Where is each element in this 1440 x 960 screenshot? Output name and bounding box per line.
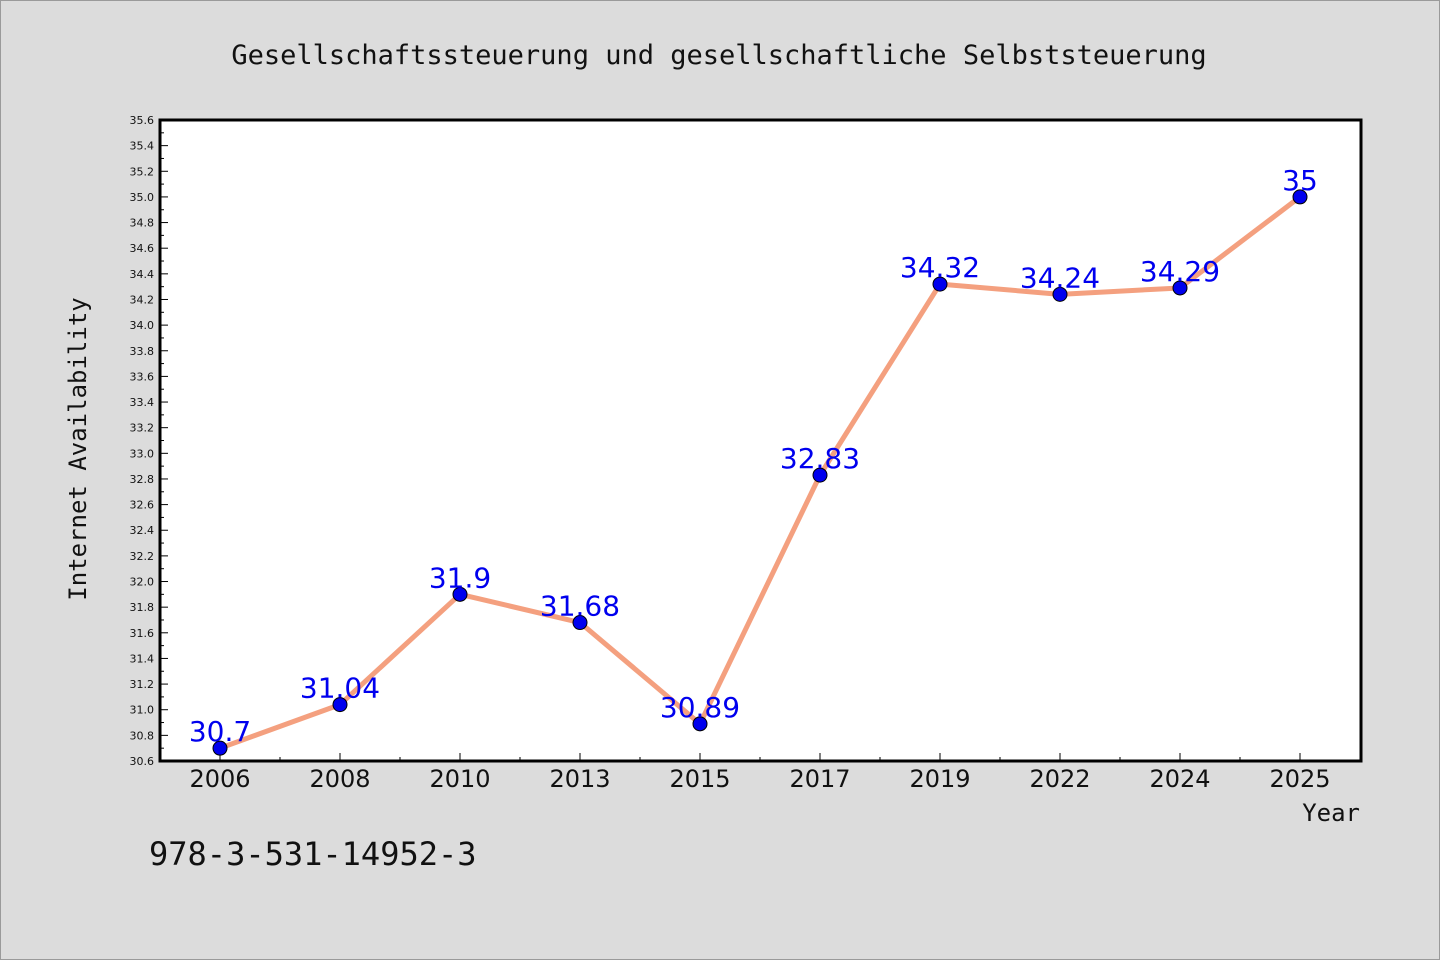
y-tick-label: 34.4 <box>130 268 155 281</box>
x-axis-label: Year <box>1302 799 1360 827</box>
y-tick-label: 34.0 <box>130 319 155 332</box>
y-tick-label: 33.6 <box>130 370 155 383</box>
x-tick-label: 2019 <box>909 765 970 793</box>
y-tick-label: 32.2 <box>130 550 155 563</box>
y-tick-label: 31.0 <box>130 704 155 717</box>
y-tick-label: 32.4 <box>130 524 155 537</box>
data-point <box>1172 280 1188 296</box>
data-label: 34.29 <box>1140 255 1220 288</box>
y-tick-label: 34.8 <box>130 217 155 230</box>
data-label: 31.9 <box>429 561 491 594</box>
x-tick-label: 2010 <box>429 765 490 793</box>
y-tick-label: 31.2 <box>130 678 155 691</box>
data-point <box>1292 189 1308 205</box>
data-point <box>332 697 348 713</box>
x-tick-label: 2008 <box>309 765 370 793</box>
data-point <box>572 615 588 631</box>
x-tick-label: 2013 <box>549 765 610 793</box>
data-point <box>452 586 468 602</box>
y-tick-label: 32.0 <box>130 576 155 589</box>
y-axis-label: Internet Availability <box>64 297 92 600</box>
data-point <box>812 467 828 483</box>
y-tick-label: 31.4 <box>130 652 155 665</box>
data-point <box>212 740 228 756</box>
plot-area <box>158 118 1363 763</box>
y-tick-label: 33.2 <box>130 422 155 435</box>
data-label: 30.7 <box>189 715 251 748</box>
footnote-isbn: 978-3-531-14952-3 <box>149 835 477 873</box>
data-label: 31.68 <box>540 590 620 623</box>
x-tick-label: 2024 <box>1149 765 1210 793</box>
x-tick-label: 2022 <box>1029 765 1090 793</box>
y-tick-label: 34.2 <box>130 293 155 306</box>
y-tick-label: 35.6 <box>130 114 155 127</box>
chart-title: Gesellschaftssteuerung und gesellschaftl… <box>231 40 1206 71</box>
data-label: 34.24 <box>1020 261 1100 294</box>
y-tick-label: 33.8 <box>130 345 155 358</box>
y-tick-label: 35.2 <box>130 165 155 178</box>
x-tick-label: 2015 <box>669 765 730 793</box>
y-tick-label: 32.8 <box>130 473 155 486</box>
x-axis: 2006 2008 2010 2013 2015 2017 2019 2022 2024 2025 <box>189 753 1361 793</box>
data-point <box>692 716 708 732</box>
data-labels: 30.7 31.04 31.9 31.68 30.89 32.83 34.32 34.24 34… <box>189 164 1318 748</box>
y-tick-label: 33.4 <box>130 396 155 409</box>
x-tick-label: 2017 <box>789 765 850 793</box>
data-label: 34.32 <box>900 251 980 284</box>
x-tick-label: 2025 <box>1269 765 1330 793</box>
y-tick-label: 32.6 <box>130 499 155 512</box>
series-line <box>217 194 1303 751</box>
data-point <box>1052 286 1068 302</box>
series-layer <box>212 189 1308 756</box>
y-tick-label: 35.0 <box>130 191 155 204</box>
x-tick-label: 2006 <box>189 765 250 793</box>
y-tick-label: 35.4 <box>130 140 155 153</box>
data-label: 31.04 <box>300 672 380 705</box>
y-tick-label: 30.8 <box>130 729 155 742</box>
data-label: 30.89 <box>660 691 740 724</box>
y-axis: 30.6 30.8 31.0 31.2 31.4 31.6 31.8 32.0 32.2 32.4… <box>130 114 168 768</box>
y-tick-label: 33.0 <box>130 447 155 460</box>
data-label: 35 <box>1282 164 1318 197</box>
y-tick-label: 31.8 <box>130 601 155 614</box>
y-tick-label: 31.6 <box>130 627 155 640</box>
y-tick-label: 30.6 <box>130 755 155 768</box>
data-point <box>932 276 948 292</box>
data-label: 32.83 <box>780 442 860 475</box>
y-tick-label: 34.6 <box>130 242 155 255</box>
